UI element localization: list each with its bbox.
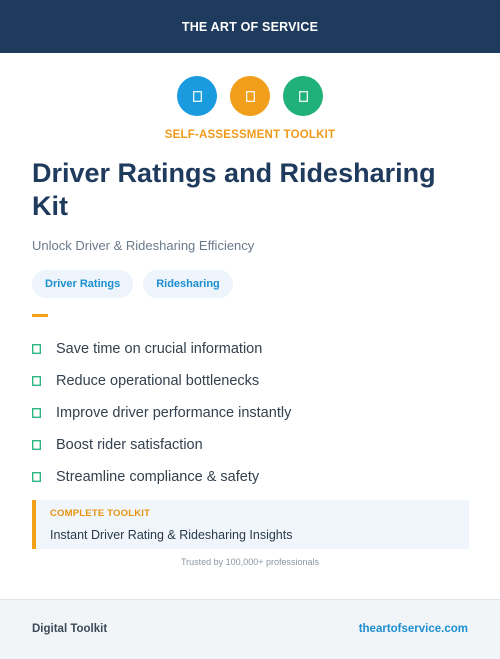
trust-note: Trusted by 100,000+ professionals: [180, 557, 319, 567]
callout-label: COMPLETE TOOLKIT: [50, 508, 151, 519]
eyebrow-label: SELF-ASSESSMENT TOOLKIT: [164, 129, 336, 141]
feature-item: Save time on crucial information: [32, 333, 291, 365]
doc-icon-orange: [230, 76, 270, 116]
header-title: THE ART OF SERVICE: [181, 19, 319, 34]
feature-list: Save time on crucial information Reduce …: [32, 333, 291, 493]
doc-icon-blue: [177, 76, 217, 116]
toolkit-callout: COMPLETE TOOLKIT Instant Driver Rating &…: [32, 500, 469, 549]
feature-text: Improve driver performance instantly: [56, 405, 292, 421]
check-icon: [32, 408, 42, 418]
check-icon: [32, 472, 42, 482]
feature-item: Improve driver performance instantly: [32, 397, 291, 429]
tag-list: Driver Ratings Ridesharing: [32, 270, 233, 298]
feature-text: Boost rider satisfaction: [56, 437, 203, 453]
page-title: Driver Ratings and Ridesharing Kit: [32, 158, 436, 221]
doc-icon-green: [283, 76, 323, 116]
callout-value: Instant Driver Rating & Ridesharing Insi…: [50, 528, 293, 542]
check-icon: [32, 344, 42, 354]
feature-item: Boost rider satisfaction: [32, 429, 291, 461]
header-bar: THE ART OF SERVICE: [0, 0, 500, 53]
feature-text: Reduce operational bottlenecks: [56, 373, 260, 389]
check-icon: [32, 376, 42, 386]
icon-row: [0, 76, 500, 116]
check-icon: [32, 440, 42, 450]
tag-ridesharing: Ridesharing: [143, 270, 233, 298]
tag-driver-ratings: Driver Ratings: [32, 270, 134, 298]
footer-bar: Digital Toolkit theartofservice.com: [0, 599, 500, 659]
feature-text: Save time on crucial information: [56, 341, 263, 357]
accent-divider: [32, 314, 48, 317]
feature-item: Reduce operational bottlenecks: [32, 365, 291, 397]
feature-item: Streamline compliance & safety: [32, 461, 291, 493]
footer-link[interactable]: theartofservice.com: [358, 623, 468, 635]
footer-label: Digital Toolkit: [32, 623, 108, 635]
feature-text: Streamline compliance & safety: [56, 469, 260, 485]
subtitle: Unlock Driver & Ridesharing Efficiency: [32, 238, 255, 253]
